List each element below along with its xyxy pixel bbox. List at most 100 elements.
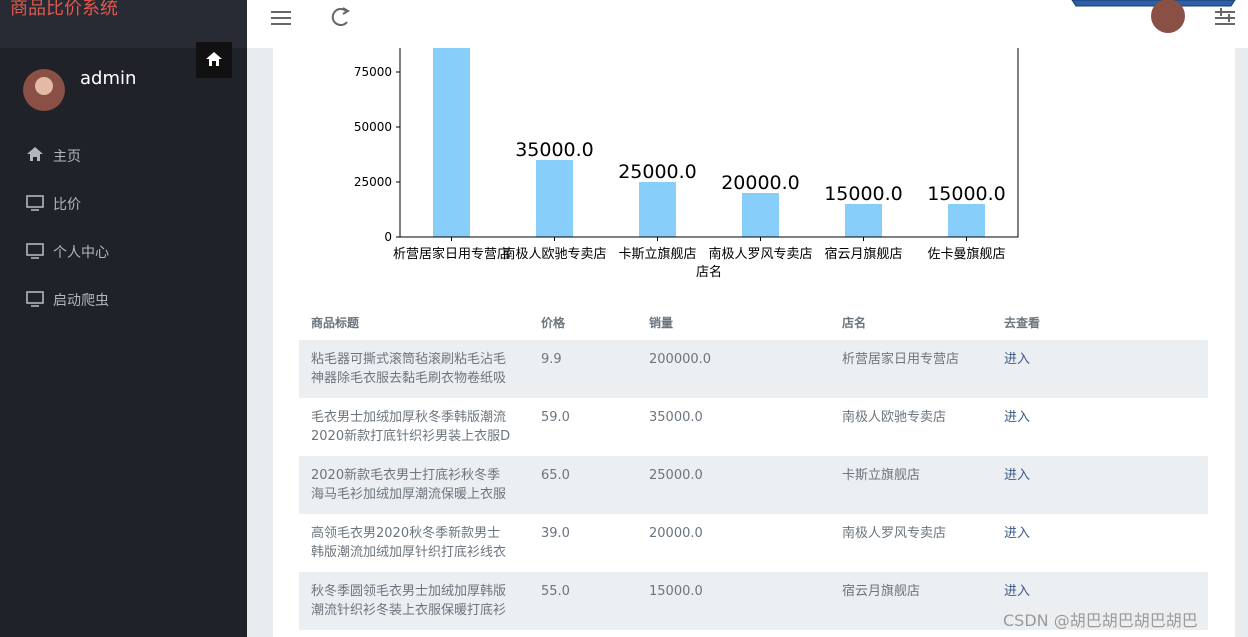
bar-label: 35000.0 xyxy=(515,139,594,161)
table-cell: 20000.0 xyxy=(637,514,830,572)
menu-icon xyxy=(27,147,43,161)
table-cell: 35000.0 xyxy=(637,398,830,456)
table-cell: 进入 xyxy=(992,514,1208,572)
column-header: 去查看 xyxy=(1004,315,1041,330)
cell-text: 15000.0 xyxy=(649,584,703,599)
table-cell: 200000.0 xyxy=(637,340,830,398)
x-tick-label: 析营居家日用专营店 xyxy=(393,246,510,262)
cell-text: 2020新款毛衣男士打底衫秋冬季海马毛衫加绒加厚潮流保暖上衣服 xyxy=(311,468,507,502)
table-row: 高领毛衣男2020秋冬季新款男士韩版潮流加绒加厚针织打底衫线衣服 39.0 2000… xyxy=(299,514,1208,572)
brand: 商品比价系统 xyxy=(10,0,118,19)
column-header: 商品标题 xyxy=(311,315,360,330)
table-cell: 2020新款毛衣男士打底衫秋冬季海马毛衫加绒加厚潮流保暖上衣服 xyxy=(299,456,529,514)
menu-item[interactable]: 主页 xyxy=(53,149,81,165)
settings[interactable] xyxy=(1215,8,1235,25)
table-cell: 25000.0 xyxy=(637,456,830,514)
cell-text: 析营居家日用专营店 xyxy=(842,352,960,367)
view-link[interactable]: 进入 xyxy=(1004,410,1031,425)
view-link[interactable]: 进入 xyxy=(1004,584,1031,599)
sidebar: 商品比价系统 admin 主页 比价 个人中心 启动爬虫 xyxy=(0,0,247,637)
cell-text: 南极人欧驰专卖店 xyxy=(842,410,947,425)
view-link[interactable]: 进入 xyxy=(1004,352,1031,367)
bar xyxy=(536,160,573,237)
column-header: 店名 xyxy=(842,315,867,330)
cell-text: 毛衣男士加绒加厚秋冬季韩版潮流2020新款打底针织衫男装上衣服D xyxy=(311,410,511,444)
bar-label: 15000.0 xyxy=(824,183,903,205)
x-axis-label: 店名 xyxy=(696,264,722,280)
view-link[interactable]: 进入 xyxy=(1004,526,1031,541)
table-header: 商品标题 价格 销量 店名 去查看 xyxy=(299,304,1208,340)
table-cell: 粘毛器可撕式滚筒毡滚刷粘毛沾毛神器除毛衣服去黏毛刷衣物卷纸吸 xyxy=(299,340,529,398)
cell-text: 55.0 xyxy=(541,584,570,599)
table-cell: 析营居家日用专营店 xyxy=(830,340,992,398)
cell-text: 9.9 xyxy=(541,352,562,367)
cell-text: 卡斯立旗舰店 xyxy=(842,468,921,483)
y-tick-label: 50000 xyxy=(354,120,392,134)
refresh-arrow xyxy=(342,7,350,15)
table-cell: 进入 xyxy=(992,572,1208,630)
x-tick-label: 卡斯立旗舰店 xyxy=(618,246,696,262)
menu-item[interactable]: 启动爬虫 xyxy=(53,293,109,309)
cell-text: 200000.0 xyxy=(649,352,712,367)
cell-text: 20000.0 xyxy=(649,526,703,541)
table-cell: 南极人罗风专卖店 xyxy=(830,514,992,572)
bar-label: 20000.0 xyxy=(721,172,800,194)
table-row: 毛衣男士加绒加厚秋冬季韩版潮流2020新款打底针织衫男装上衣服D 59.0 3500… xyxy=(299,398,1208,456)
table-cell: 秋冬季圆领毛衣男士加绒加厚韩版潮流针织衫冬装上衣服保暖打底衫 xyxy=(299,572,529,630)
bar xyxy=(742,193,779,237)
bar-label: 25000.0 xyxy=(618,161,697,183)
table-cell: 65.0 xyxy=(529,456,637,514)
table-cell: 39.0 xyxy=(529,514,637,572)
product-table: 商品标题 价格 销量 店名 去查看 粘毛器可撕式滚筒毡滚刷粘毛沾毛神器除毛衣服去… xyxy=(299,304,1208,630)
table-cell: 59.0 xyxy=(529,398,637,456)
table-cell: 毛衣男士加绒加厚秋冬季韩版潮流2020新款打底针织衫男装上衣服D xyxy=(299,398,529,456)
table-cell: 15000.0 xyxy=(637,572,830,630)
refresh[interactable] xyxy=(331,8,348,27)
table-cell: 宿云月旗舰店 xyxy=(830,572,992,630)
brand-bar: 商品比价系统 xyxy=(0,0,247,48)
view-link[interactable]: 进入 xyxy=(1004,468,1031,483)
menu-toggle[interactable] xyxy=(271,11,291,25)
bar xyxy=(639,182,676,237)
menu-item[interactable]: 比价 xyxy=(53,197,81,213)
cell-text: 35000.0 xyxy=(649,410,703,425)
column-header: 销量 xyxy=(649,315,674,330)
home-icon xyxy=(206,52,222,66)
badge xyxy=(1071,0,1236,7)
x-tick-label: 佐卡曼旗舰店 xyxy=(927,246,1005,262)
menu-icons xyxy=(26,195,44,307)
cell-text: 59.0 xyxy=(541,410,570,425)
header xyxy=(247,0,1248,48)
table-cell: 55.0 xyxy=(529,572,637,630)
header-avatar[interactable] xyxy=(1151,0,1185,33)
bar-label: 15000.0 xyxy=(927,183,1006,205)
y-tick-label: 0 xyxy=(384,230,392,244)
y-tick-label: 75000 xyxy=(354,65,392,79)
table-cell: 高领毛衣男2020秋冬季新款男士韩版潮流加绒加厚针织打底衫线衣服 xyxy=(299,514,529,572)
table-cell: 卡斯立旗舰店 xyxy=(830,456,992,514)
cell-text: 宿云月旗舰店 xyxy=(842,584,921,599)
menu-item[interactable]: 个人中心 xyxy=(53,245,109,261)
table-row: 2020新款毛衣男士打底衫秋冬季海马毛衫加绒加厚潮流保暖上衣服 65.0 25000… xyxy=(299,456,1208,514)
table-cell: 进入 xyxy=(992,398,1208,456)
avatar-face xyxy=(35,77,53,95)
table-cell: 进入 xyxy=(992,340,1208,398)
bar xyxy=(948,204,985,237)
cell-text: 高领毛衣男2020秋冬季新款男士韩版潮流加绒加厚针织打底衫线衣服 xyxy=(311,526,507,560)
table-row: 粘毛器可撕式滚筒毡滚刷粘毛沾毛神器除毛衣服去黏毛刷衣物卷纸吸 9.9 200000.… xyxy=(299,340,1208,398)
cell-text: 25000.0 xyxy=(649,468,703,483)
cell-text: 秋冬季圆领毛衣男士加绒加厚韩版潮流针织衫冬装上衣服保暖打底衫 xyxy=(311,584,507,618)
header-icons xyxy=(271,0,1236,33)
table-cell: 南极人欧驰专卖店 xyxy=(830,398,992,456)
sidebar-icons xyxy=(23,42,232,307)
table-cell: 进入 xyxy=(992,456,1208,514)
user-name: admin xyxy=(80,68,137,89)
x-tick-label: 南极人欧驰专卖店 xyxy=(502,246,606,262)
bar xyxy=(845,204,882,237)
cell-text: 粘毛器可撕式滚筒毡滚刷粘毛沾毛神器除毛衣服去黏毛刷衣物卷纸吸 xyxy=(311,352,507,386)
table-row: 秋冬季圆领毛衣男士加绒加厚韩版潮流针织衫冬装上衣服保暖打底衫 55.0 15000.… xyxy=(299,572,1208,630)
cell-text: 南极人罗风专卖店 xyxy=(842,526,947,541)
table-cell: 9.9 xyxy=(529,340,637,398)
x-tick-label: 宿云月旗舰店 xyxy=(824,246,902,262)
